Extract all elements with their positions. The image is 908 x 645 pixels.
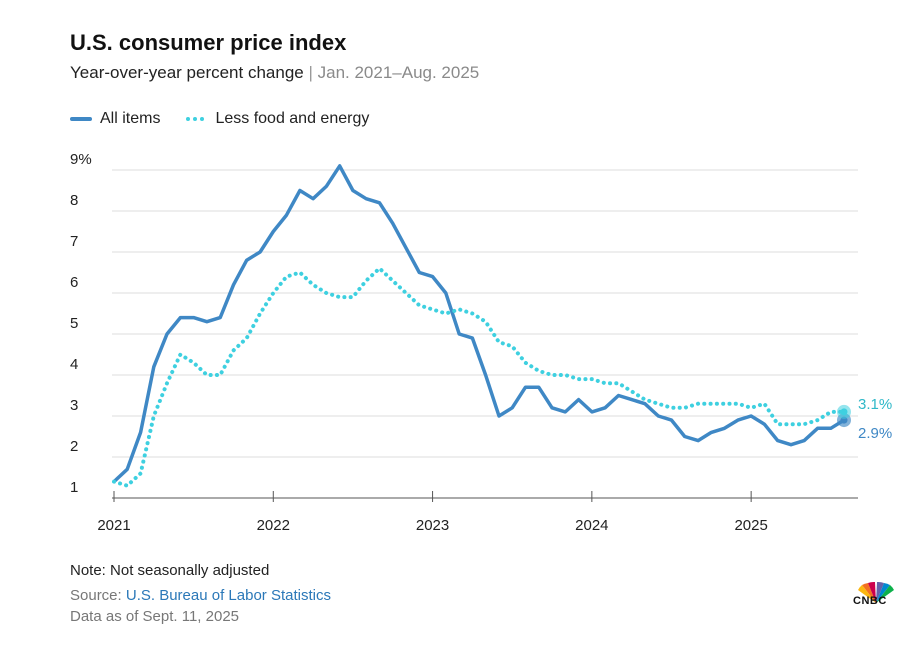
end-label-core: 3.1% (858, 396, 892, 413)
series-line-all-items (112, 164, 846, 484)
x-tick-label: 2025 (734, 517, 767, 534)
legend-label-all-items: All items (100, 110, 161, 127)
series-line-core (112, 266, 846, 488)
source-link[interactable]: U.S. Bureau of Labor Statistics (125, 587, 331, 604)
end-dot-core (840, 408, 848, 416)
x-tick-label: 2021 (97, 517, 130, 534)
legend-item-all-items: All items (70, 110, 160, 128)
grid-layer (112, 169, 858, 458)
y-tick-label: 5 (70, 315, 78, 332)
y-tick-label: 8 (70, 192, 78, 209)
y-tick-label: 4 (70, 356, 78, 373)
end-label-layer: 2.9% 3.1% (837, 396, 892, 442)
x-tick-label: 2023 (416, 517, 449, 534)
footnote: Note: Not seasonally adjusted (70, 562, 270, 579)
y-tick-label: 1 (70, 479, 78, 496)
subtitle-separator: | (303, 63, 318, 82)
logo-wordmark: CNBC (853, 595, 887, 607)
data-as-of: Data as of Sept. 11, 2025 (70, 608, 240, 625)
legend-item-core: Less food and energy (186, 110, 369, 128)
subtitle-range: Jan. 2021–Aug. 2025 (317, 63, 480, 82)
cnbc-peacock-logo-icon (858, 581, 894, 603)
legend-label-core: Less food and energy (215, 110, 370, 127)
source-line: Source: U.S. Bureau of Labor Statistics (70, 587, 331, 604)
y-tick-label: 2 (70, 438, 78, 455)
y-tick-label: 9% (70, 151, 92, 168)
chart-legend: All items Less food and energy (70, 110, 395, 128)
source-prefix: Source: (70, 587, 126, 604)
series-layer (112, 164, 846, 488)
chart-title: U.S. consumer price index (70, 30, 347, 55)
legend-swatch-solid-icon (70, 117, 92, 121)
x-tick-label: 2022 (257, 517, 290, 534)
legend-swatch-dotted-icon (186, 117, 207, 121)
axis-layer: 1 2 3 4 5 6 7 8 9% 2021 2022 2023 2024 2025 (70, 151, 858, 534)
chart-subtitle: Year-over-year percent change | Jan. 202… (70, 63, 479, 83)
y-tick-label: 7 (70, 233, 78, 250)
subtitle-main: Year-over-year percent change (70, 63, 304, 82)
end-label-all-items: 2.9% (858, 425, 892, 442)
x-tick-label: 2024 (575, 517, 608, 534)
y-tick-label: 6 (70, 274, 78, 291)
y-tick-label: 3 (70, 397, 78, 414)
